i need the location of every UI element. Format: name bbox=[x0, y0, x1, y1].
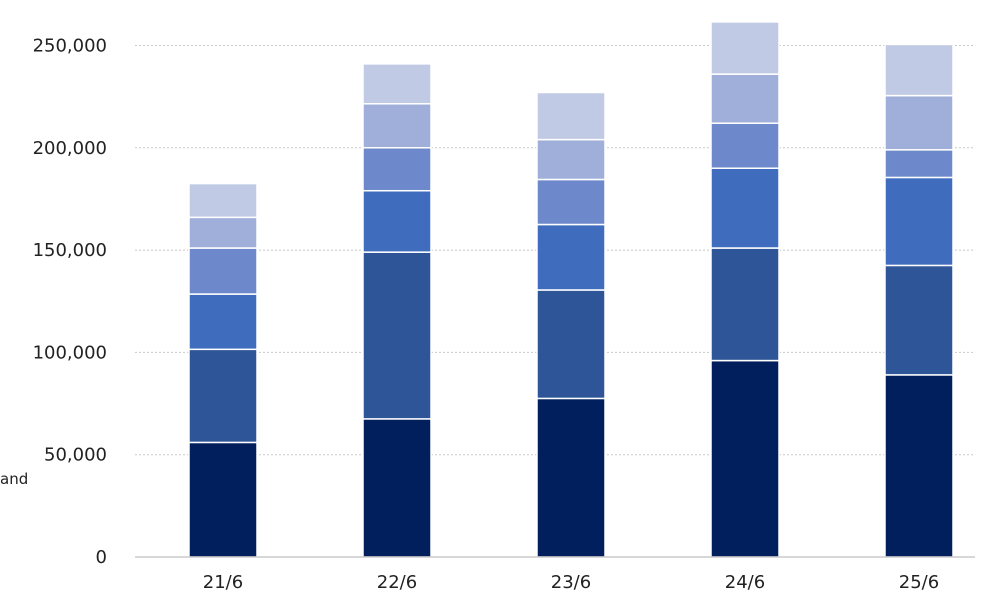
x-tick-label: 25/6 bbox=[899, 572, 939, 593]
bar-segment-4 bbox=[536, 178, 606, 226]
bar-segment-3 bbox=[884, 176, 954, 267]
bar-segment-1 bbox=[362, 418, 432, 558]
bar-segment-4 bbox=[884, 149, 954, 179]
bar-segment-4 bbox=[710, 122, 780, 169]
bar-segment-2 bbox=[362, 251, 432, 420]
bar-segment-2 bbox=[536, 289, 606, 400]
bar-segment-2 bbox=[884, 264, 954, 376]
x-axis-tick-labels: 21/6 22/6 23/6 24/6 25/6 bbox=[203, 572, 939, 593]
bar-segment-6 bbox=[710, 21, 780, 75]
bar-segment-1 bbox=[710, 359, 780, 558]
x-tick-label: 22/6 bbox=[377, 572, 417, 593]
bar-segment-6 bbox=[884, 43, 954, 97]
bar-segment-6 bbox=[536, 91, 606, 141]
bar-segment-4 bbox=[188, 247, 258, 295]
bar-segment-6 bbox=[362, 63, 432, 105]
x-tick-label: 21/6 bbox=[203, 572, 243, 593]
y-tick-label: 0 bbox=[96, 547, 107, 568]
x-tick-label: 24/6 bbox=[725, 572, 765, 593]
bar-segment-2 bbox=[710, 247, 780, 362]
y-tick-label: 150,000 bbox=[33, 240, 107, 261]
bar-stacks bbox=[188, 21, 954, 558]
y-tick-label: 100,000 bbox=[33, 342, 107, 363]
y-axis-tick-labels: 0 50,000 100,000 150,000 200,000 250,000 bbox=[33, 35, 107, 568]
bar-segment-5 bbox=[884, 94, 954, 151]
y-tick-label: 250,000 bbox=[33, 35, 107, 56]
bar-segment-3 bbox=[362, 189, 432, 253]
bar-segment-3 bbox=[188, 293, 258, 351]
bar-segment-5 bbox=[188, 216, 258, 249]
bar-segment-1 bbox=[188, 441, 258, 558]
bar-segment-5 bbox=[536, 138, 606, 181]
bar-segment-5 bbox=[362, 103, 432, 149]
bar-segment-1 bbox=[536, 397, 606, 558]
bar-segment-5 bbox=[710, 73, 780, 124]
bar-segment-3 bbox=[710, 167, 780, 249]
y-tick-label: 50,000 bbox=[44, 445, 107, 466]
x-tick-label: 23/6 bbox=[551, 572, 591, 593]
bar-segment-6 bbox=[188, 182, 258, 219]
cropped-label-fragment: and bbox=[0, 470, 28, 488]
bar-segment-1 bbox=[884, 374, 954, 558]
bar-segment-3 bbox=[536, 223, 606, 291]
bar-segment-4 bbox=[362, 147, 432, 192]
y-tick-label: 200,000 bbox=[33, 138, 107, 159]
bar-segment-2 bbox=[188, 348, 258, 444]
